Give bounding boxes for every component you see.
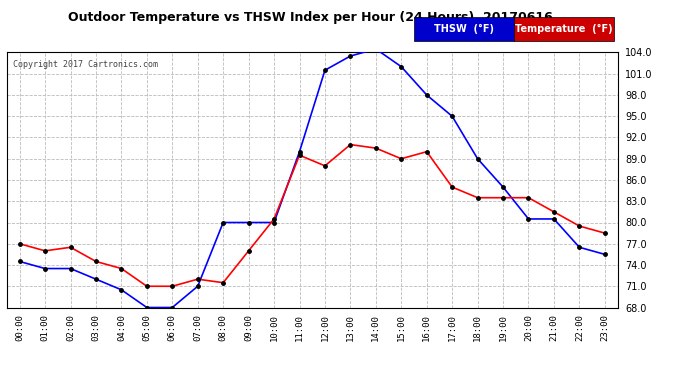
- Text: Temperature  (°F): Temperature (°F): [515, 24, 613, 34]
- Text: Outdoor Temperature vs THSW Index per Hour (24 Hours)  20170616: Outdoor Temperature vs THSW Index per Ho…: [68, 11, 553, 24]
- Text: Copyright 2017 Cartronics.com: Copyright 2017 Cartronics.com: [13, 60, 158, 69]
- Text: THSW  (°F): THSW (°F): [434, 24, 494, 34]
